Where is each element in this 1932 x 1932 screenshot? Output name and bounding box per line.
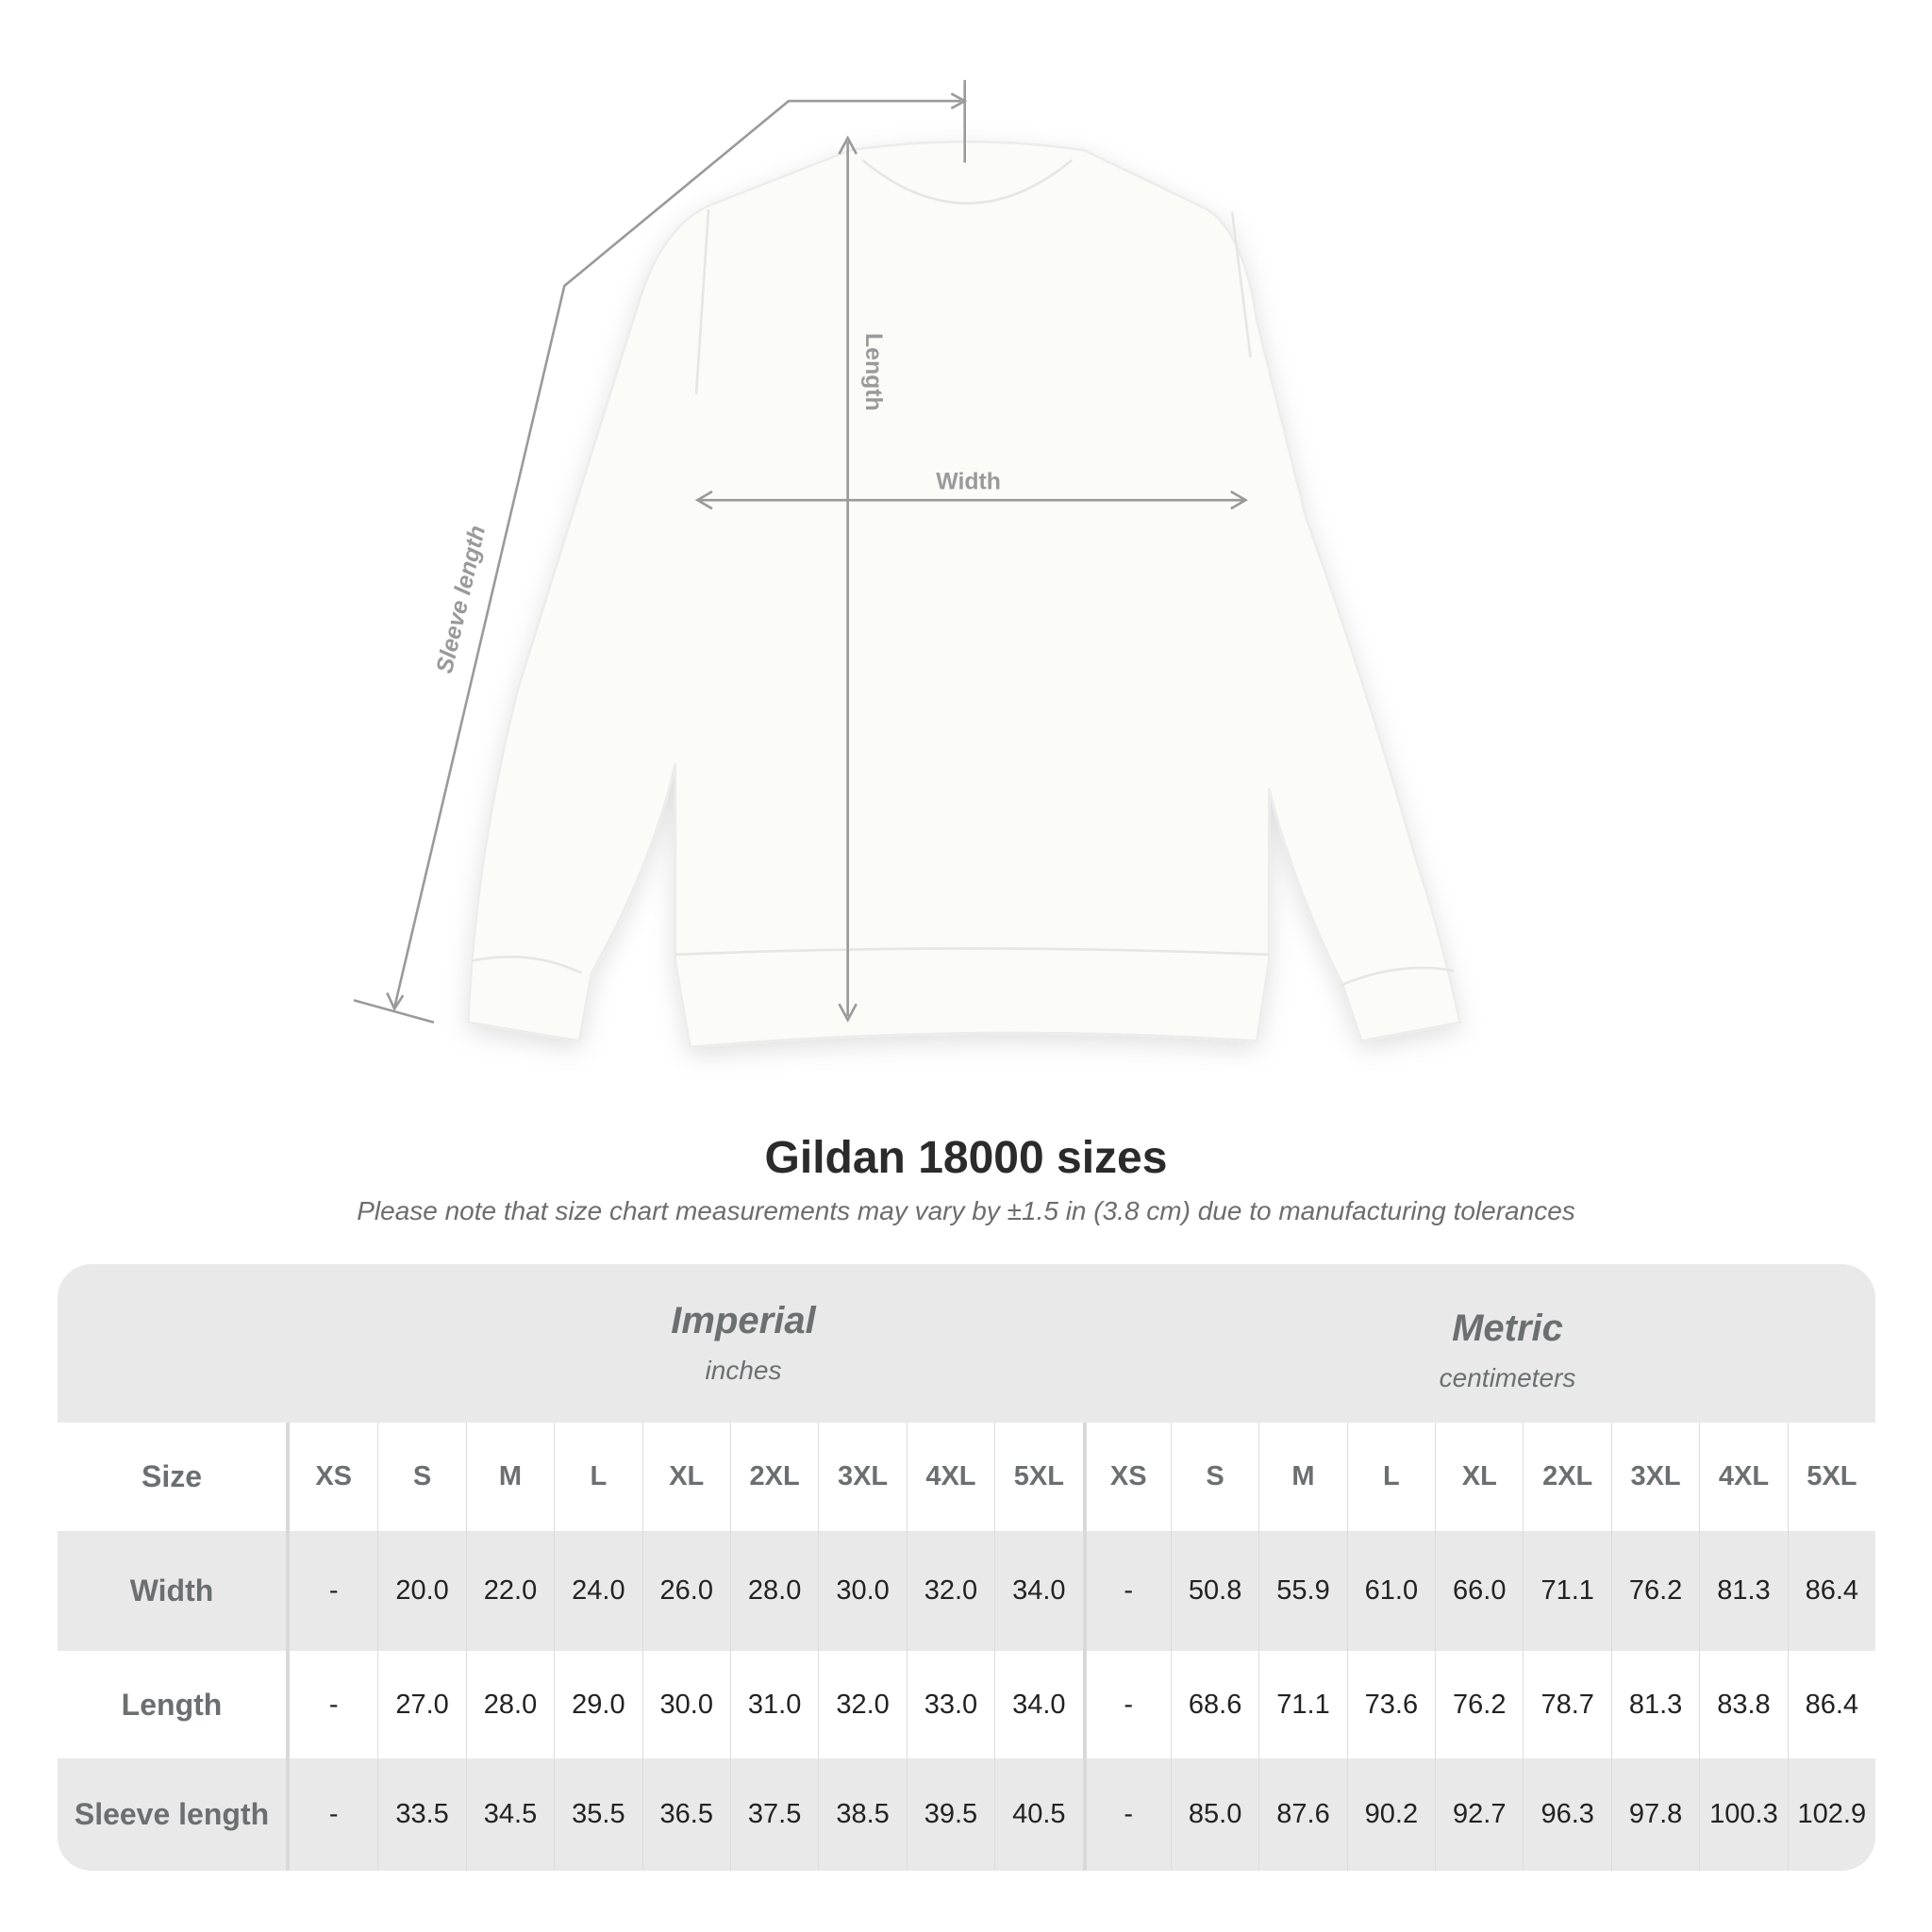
size-header-row: Size XS S M L XL 2XL 3XL 4XL 5XL XS S M L XL 2XL 3XL 4XL 5… — [58, 1423, 1875, 1531]
metric-value-cell: 71.1 — [1523, 1531, 1610, 1651]
imperial-value-cell: 40.5 — [994, 1758, 1082, 1871]
metric-value-cell: 68.6 — [1170, 1651, 1258, 1758]
metric-value-cell: 86.4 — [1787, 1651, 1875, 1758]
metric-value-cell: 81.3 — [1610, 1651, 1699, 1758]
metric-size-header: 3XL — [1610, 1423, 1699, 1531]
imperial-value-cell: 26.0 — [641, 1531, 730, 1651]
metric-value-cell: 76.2 — [1610, 1531, 1699, 1651]
imperial-value-cell: 30.0 — [818, 1531, 906, 1651]
metric-size-header: S — [1170, 1423, 1258, 1531]
metric-value-cell: 92.7 — [1435, 1758, 1523, 1871]
sleeve-length-dimension — [353, 79, 968, 1024]
imperial-value-cell: 24.0 — [554, 1531, 641, 1651]
metric-size-header: 2XL — [1523, 1423, 1610, 1531]
imperial-value-cell: 34.5 — [465, 1758, 554, 1871]
width-dimension — [694, 490, 1249, 510]
metric-value-cell: 97.8 — [1610, 1758, 1699, 1871]
metric-size-header: L — [1346, 1423, 1435, 1531]
size-chart-table: Imperial inches Metric centimeters Size X… — [58, 1264, 1875, 1871]
length-dimension — [838, 135, 858, 1023]
metric-unit: centimeters — [1439, 1363, 1576, 1392]
metric-value-cell: - — [1082, 1531, 1171, 1651]
metric-value-cell: - — [1082, 1651, 1171, 1758]
metric-value-cell: 87.6 — [1258, 1758, 1346, 1871]
imperial-value-cell: 28.0 — [729, 1531, 818, 1651]
imperial-value-cell: 34.0 — [994, 1531, 1082, 1651]
imperial-value-cell: 32.0 — [906, 1531, 994, 1651]
metric-value-cell: 66.0 — [1435, 1531, 1523, 1651]
metric-value-cell: 102.9 — [1787, 1758, 1875, 1871]
imperial-size-header: S — [377, 1423, 465, 1531]
imperial-value-cell: 31.0 — [729, 1651, 818, 1758]
imperial-size-header: 3XL — [818, 1423, 906, 1531]
imperial-value-cell: 37.5 — [729, 1758, 818, 1871]
metric-value-cell: 61.0 — [1346, 1531, 1435, 1651]
metric-value-cell: 78.7 — [1523, 1651, 1610, 1758]
imperial-value-cell: 38.5 — [818, 1758, 906, 1871]
sweatshirt-diagram: Length Width Sleeve length — [353, 79, 1462, 1049]
metric-title: Metric — [1452, 1307, 1563, 1349]
metric-value-cell: 83.8 — [1699, 1651, 1787, 1758]
imperial-size-header: 5XL — [994, 1423, 1082, 1531]
imperial-size-header: 4XL — [906, 1423, 994, 1531]
metric-value-cell: 55.9 — [1258, 1531, 1346, 1651]
imperial-value-cell: 36.5 — [641, 1758, 730, 1871]
imperial-size-header: XS — [315, 1461, 353, 1491]
metric-size-header: 5XL — [1787, 1423, 1875, 1531]
page-title: Gildan 18000 sizes — [764, 1133, 1168, 1183]
imperial-unit: inches — [705, 1356, 782, 1385]
sleeve-length-label: Sleeve length — [432, 524, 491, 676]
metric-value-cell: 50.8 — [1170, 1531, 1258, 1651]
metric-value-cell: 76.2 — [1435, 1651, 1523, 1758]
imperial-value-cell: - — [328, 1575, 339, 1606]
imperial-value-cell: 20.0 — [377, 1531, 465, 1651]
metric-size-header: M — [1258, 1423, 1346, 1531]
imperial-header: Imperial inches — [347, 1300, 1140, 1386]
imperial-value-cell: 30.0 — [641, 1651, 730, 1758]
metric-value-cell: 90.2 — [1346, 1758, 1435, 1871]
imperial-value-cell: 34.0 — [994, 1651, 1082, 1758]
metric-value-cell: 71.1 — [1258, 1651, 1346, 1758]
imperial-value-cell: 39.5 — [906, 1758, 994, 1871]
imperial-size-header: L — [554, 1423, 641, 1531]
table-row: Length -27.0 28.0 29.0 30.0 31.0 32.0 33.0 34.0-… — [58, 1651, 1875, 1758]
metric-size-header: XL — [1435, 1423, 1523, 1531]
imperial-value-cell: 33.5 — [377, 1758, 465, 1871]
table-row: Width -20.0 22.0 24.0 26.0 28.0 30.0 32.0 34.0-5… — [58, 1531, 1875, 1651]
imperial-value-cell: 35.5 — [554, 1758, 641, 1871]
length-label: Length — [860, 333, 886, 411]
imperial-value-cell: - — [328, 1689, 339, 1720]
metric-value-cell: 86.4 — [1787, 1531, 1875, 1651]
imperial-value-cell: 33.0 — [906, 1651, 994, 1758]
row-label: Width — [58, 1531, 290, 1651]
row-label: Length — [58, 1651, 290, 1758]
metric-value-cell: 73.6 — [1346, 1651, 1435, 1758]
table-row: Sleeve length - 33.5 34.5 35.5 36.5 37.5 38.5 39… — [58, 1758, 1875, 1871]
metric-header: Metric centimeters — [1140, 1307, 1875, 1393]
imperial-value-cell: 29.0 — [554, 1651, 641, 1758]
metric-value-cell: 81.3 — [1699, 1531, 1787, 1651]
row-label: Size — [58, 1423, 290, 1531]
imperial-value-cell: 32.0 — [818, 1651, 906, 1758]
metric-value-cell: 85.0 — [1170, 1758, 1258, 1871]
imperial-title: Imperial — [671, 1300, 816, 1341]
imperial-value-cell: 27.0 — [377, 1651, 465, 1758]
metric-value-cell: - — [1082, 1758, 1171, 1871]
imperial-value-cell: - — [328, 1799, 339, 1829]
imperial-size-header: M — [465, 1423, 554, 1531]
imperial-size-header: 2XL — [729, 1423, 818, 1531]
metric-size-header: XS — [1082, 1423, 1171, 1531]
tolerance-note: Please note that size chart measurements… — [357, 1196, 1575, 1225]
metric-value-cell: 100.3 — [1699, 1758, 1787, 1871]
width-label: Width — [936, 469, 1001, 494]
metric-size-header: 4XL — [1699, 1423, 1787, 1531]
imperial-value-cell: 22.0 — [465, 1531, 554, 1651]
metric-value-cell: 96.3 — [1523, 1758, 1610, 1871]
imperial-value-cell: 28.0 — [465, 1651, 554, 1758]
sweatshirt-image — [467, 140, 1462, 1049]
row-label: Sleeve length — [58, 1758, 290, 1871]
imperial-size-header: XL — [641, 1423, 730, 1531]
